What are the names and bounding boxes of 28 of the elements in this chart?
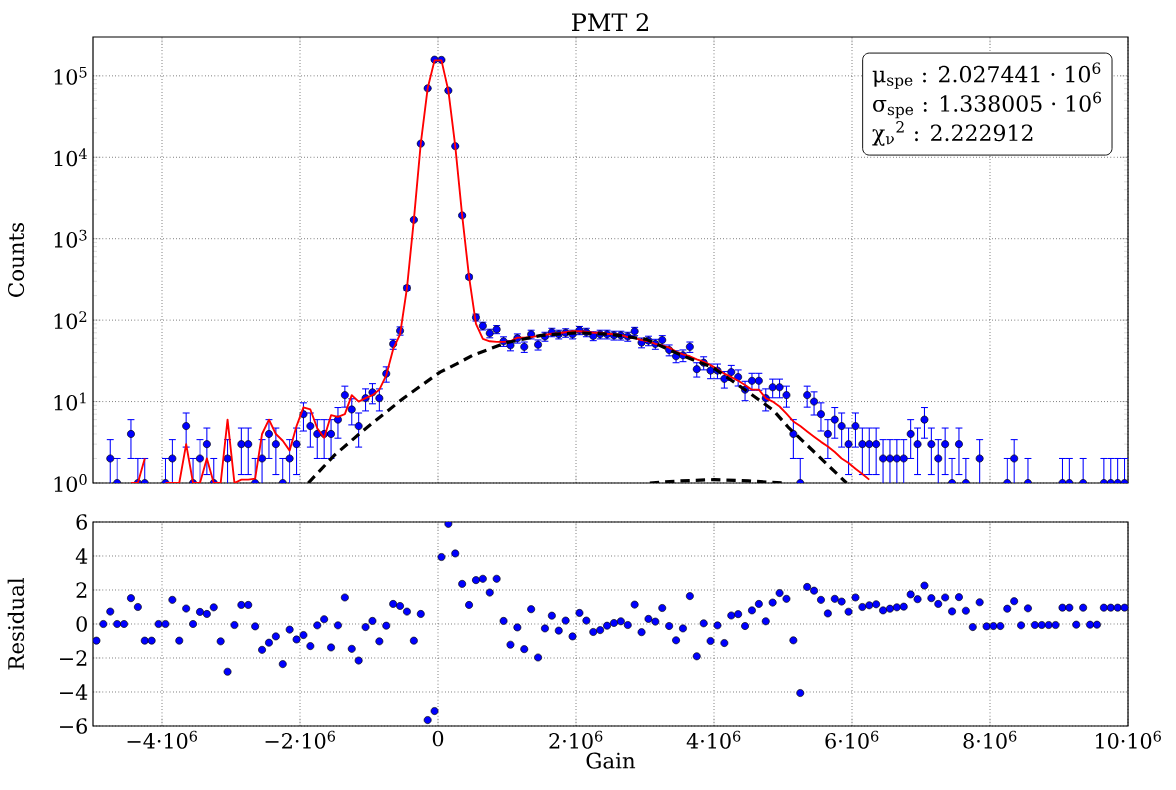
- annotation: χ$_{ν}$$^{2}$ : 2.222912: [872, 121, 1033, 146]
- x-tick-label: 8·10$^{6}$: [963, 730, 1017, 749]
- y-tick-label: −4: [60, 684, 88, 700]
- y-axis-title: Counts: [8, 223, 25, 297]
- x-tick-label: 10·10$^{6}$: [1096, 730, 1161, 749]
- y-tick-label: 10$^{5}$: [54, 66, 87, 85]
- x-tick-label: 4·10$^{6}$: [686, 730, 741, 749]
- y-tick-label: 10$^{4}$: [54, 148, 87, 167]
- annotation: σ$_{spe}$ : 1.338005 · 10$^{6}$: [873, 91, 1102, 119]
- chart-title: PMT 2: [572, 13, 648, 31]
- y-tick-label: 10$^{2}$: [54, 311, 87, 330]
- x-tick-label: −4·10$^{6}$: [127, 730, 198, 749]
- y-tick-label: 2: [76, 582, 87, 598]
- y-tick-label: 6: [76, 514, 87, 530]
- y-tick-label: −6: [60, 718, 87, 734]
- y-axis-title: Residual: [7, 577, 25, 670]
- y-tick-label: 10$^{1}$: [54, 392, 86, 411]
- y-tick-label: 10$^{0}$: [54, 473, 87, 492]
- annotation: μ$_{spe}$ : 2.027441 · 10$^{6}$: [872, 62, 1101, 89]
- y-tick-label: 10$^{3}$: [54, 229, 87, 248]
- y-tick-label: −2: [60, 650, 87, 666]
- x-tick-label: 6·10$^{6}$: [825, 730, 879, 749]
- x-axis-title: Gain: [586, 752, 636, 769]
- x-tick-label: 2·10$^{6}$: [549, 730, 603, 749]
- x-tick-label: 0: [432, 730, 444, 747]
- y-tick-label: 0: [76, 616, 87, 632]
- x-tick-label: −2·10$^{6}$: [265, 730, 336, 749]
- y-tick-label: 4: [75, 548, 88, 564]
